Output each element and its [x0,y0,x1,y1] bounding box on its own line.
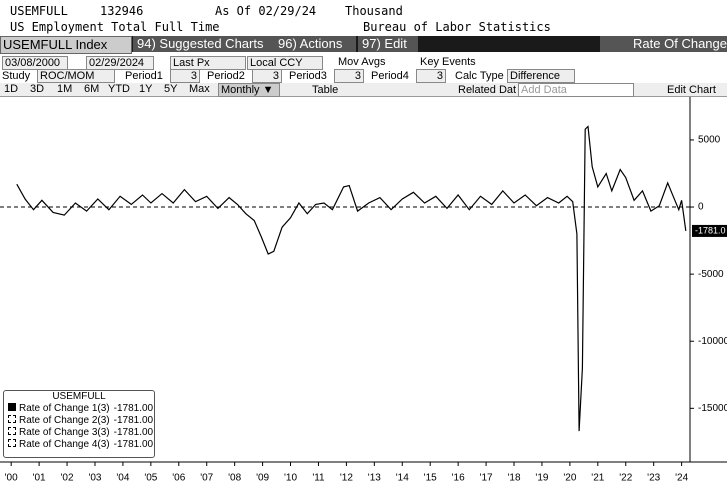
period-button[interactable]: 1M [57,83,73,95]
suggested-charts[interactable]: 94) Suggested Charts [133,36,276,52]
unit: Thousand [345,4,403,18]
last-value: 132946 [100,4,144,18]
line [16,125,687,432]
period-label: Period2 [207,70,245,82]
y-tick-label: 0 [698,202,704,213]
period-value[interactable]: 3 [170,69,200,83]
period-button[interactable]: 1Y [139,83,153,95]
study-title[interactable]: Rate Of Change [600,36,727,52]
legend-swatch [8,439,16,447]
source: Bureau of Labor Statistics [363,20,551,34]
study[interactable]: ROC/MOM [37,69,115,83]
last-badge [692,224,727,237]
edit-chart[interactable]: Edit Chart [667,84,716,96]
period-value[interactable]: 3 [334,69,364,83]
x-tick-label: '02 [61,473,74,484]
x-tick-label: '12 [340,473,353,484]
x-tick-label: '03 [88,473,101,484]
x-tick-label: '22 [619,473,632,484]
legend-entry: Rate of Change 1(3) -1781.00 [4,403,154,415]
add-data[interactable]: Add Data [518,83,634,97]
field[interactable]: Last Px [170,56,246,70]
legend-title: USEMFULL [52,391,106,402]
period-label: Period4 [371,70,409,82]
related-data[interactable]: Related Dat [458,84,517,96]
edit[interactable]: 97) Edit [358,36,418,52]
legend-entry: Rate of Change 4(3) -1781.00 [4,439,154,451]
calc-type[interactable]: Difference [507,69,575,83]
x-tick-label: '11 [312,473,325,484]
y-tick-label: -15000 [698,403,727,414]
period-button[interactable]: 3D [30,83,45,95]
table[interactable]: Table [312,84,339,96]
mov-avgs[interactable]: Mov Avgs [338,56,386,68]
legend-swatch [8,415,16,423]
period-label: Period1 [125,70,163,82]
legend-swatch [8,403,16,411]
period-button[interactable]: 5Y [164,83,178,95]
period-button[interactable]: YTD [108,83,130,95]
legend: USEMFULL Rate of Change 1(3) -1781.00 Rate… [3,390,155,458]
chart: 5000 0 -5000 -10000 -15000 '00 '01 '02 '03 '04 '05… [0,97,727,484]
last-label: -1781.0 [695,225,726,235]
legend-entry: Rate of Change 3(3) -1781.00 [4,427,154,439]
calc-label: Calc Type [455,70,504,82]
actions[interactable]: 96) Actions [274,36,356,52]
legend-label: Rate of Change 3(3) [19,427,110,438]
period-value[interactable]: 3 [416,69,446,83]
x-tick-label: '21 [591,473,604,484]
x-tick-label: '05 [144,473,157,484]
currency[interactable]: Local CCY [247,56,323,70]
frequency[interactable]: Monthly ▼ [218,83,280,97]
legend-entry: Rate of Change 2(3) -1781.00 [4,415,154,427]
x-tick-label: '15 [424,473,437,484]
series-name: US Employment Total Full Time [10,20,220,34]
y-tick-label: -10000 [698,336,727,347]
ticker: USEMFULL [10,4,68,18]
x-tick-label: '06 [172,473,185,484]
legend-swatch [8,427,16,435]
x-tick-label: '00 [5,473,18,484]
x-tick-label: '14 [396,473,409,484]
x-tick-label: '07 [200,473,213,484]
y-tick-label: -5000 [698,269,724,280]
x-tick-label: '20 [563,473,576,484]
x-tick-label: '17 [480,473,493,484]
period-button[interactable]: 1D [4,83,19,95]
legend-label: Rate of Change 4(3) [19,439,110,450]
x-tick-label: '16 [452,473,465,484]
x-tick-label: '23 [647,473,660,484]
legend-value: -1781.00 [113,403,154,414]
x-tick-label: '13 [368,473,381,484]
x-tick-label: '08 [228,473,241,484]
end-date[interactable]: 02/29/2024 [86,56,154,70]
key-events[interactable]: Key Events [420,56,476,68]
period-button[interactable]: Max [189,83,210,95]
period-button[interactable]: 6M [84,83,100,95]
y-tick-label: 5000 [698,135,721,146]
x-tick-label: '09 [256,473,269,484]
legend-value: -1781.00 [113,415,154,426]
study-label: Study [2,70,31,82]
period-value[interactable]: 3 [252,69,282,83]
legend-label: Rate of Change 1(3) [19,403,110,414]
x-tick-label: '01 [33,473,46,484]
legend-entries: Rate of Change 1(3) -1781.00 Rate of Chang… [4,403,154,451]
legend-label: Rate of Change 2(3) [19,415,110,426]
start-date[interactable]: 03/08/2000 [2,56,68,70]
x-tick-label: '19 [535,473,548,484]
x-tick-label: '18 [507,473,520,484]
period-label: Period3 [289,70,327,82]
x-tick-label: '04 [116,473,129,484]
legend-value: -1781.00 [113,439,154,450]
x-tick-label: '10 [284,473,297,484]
x-tick-label: '24 [675,473,688,484]
as-of: As Of 02/29/24 [215,4,317,18]
legend-value: -1781.00 [113,427,154,438]
security-box[interactable]: USEMFULL Index [0,36,132,54]
